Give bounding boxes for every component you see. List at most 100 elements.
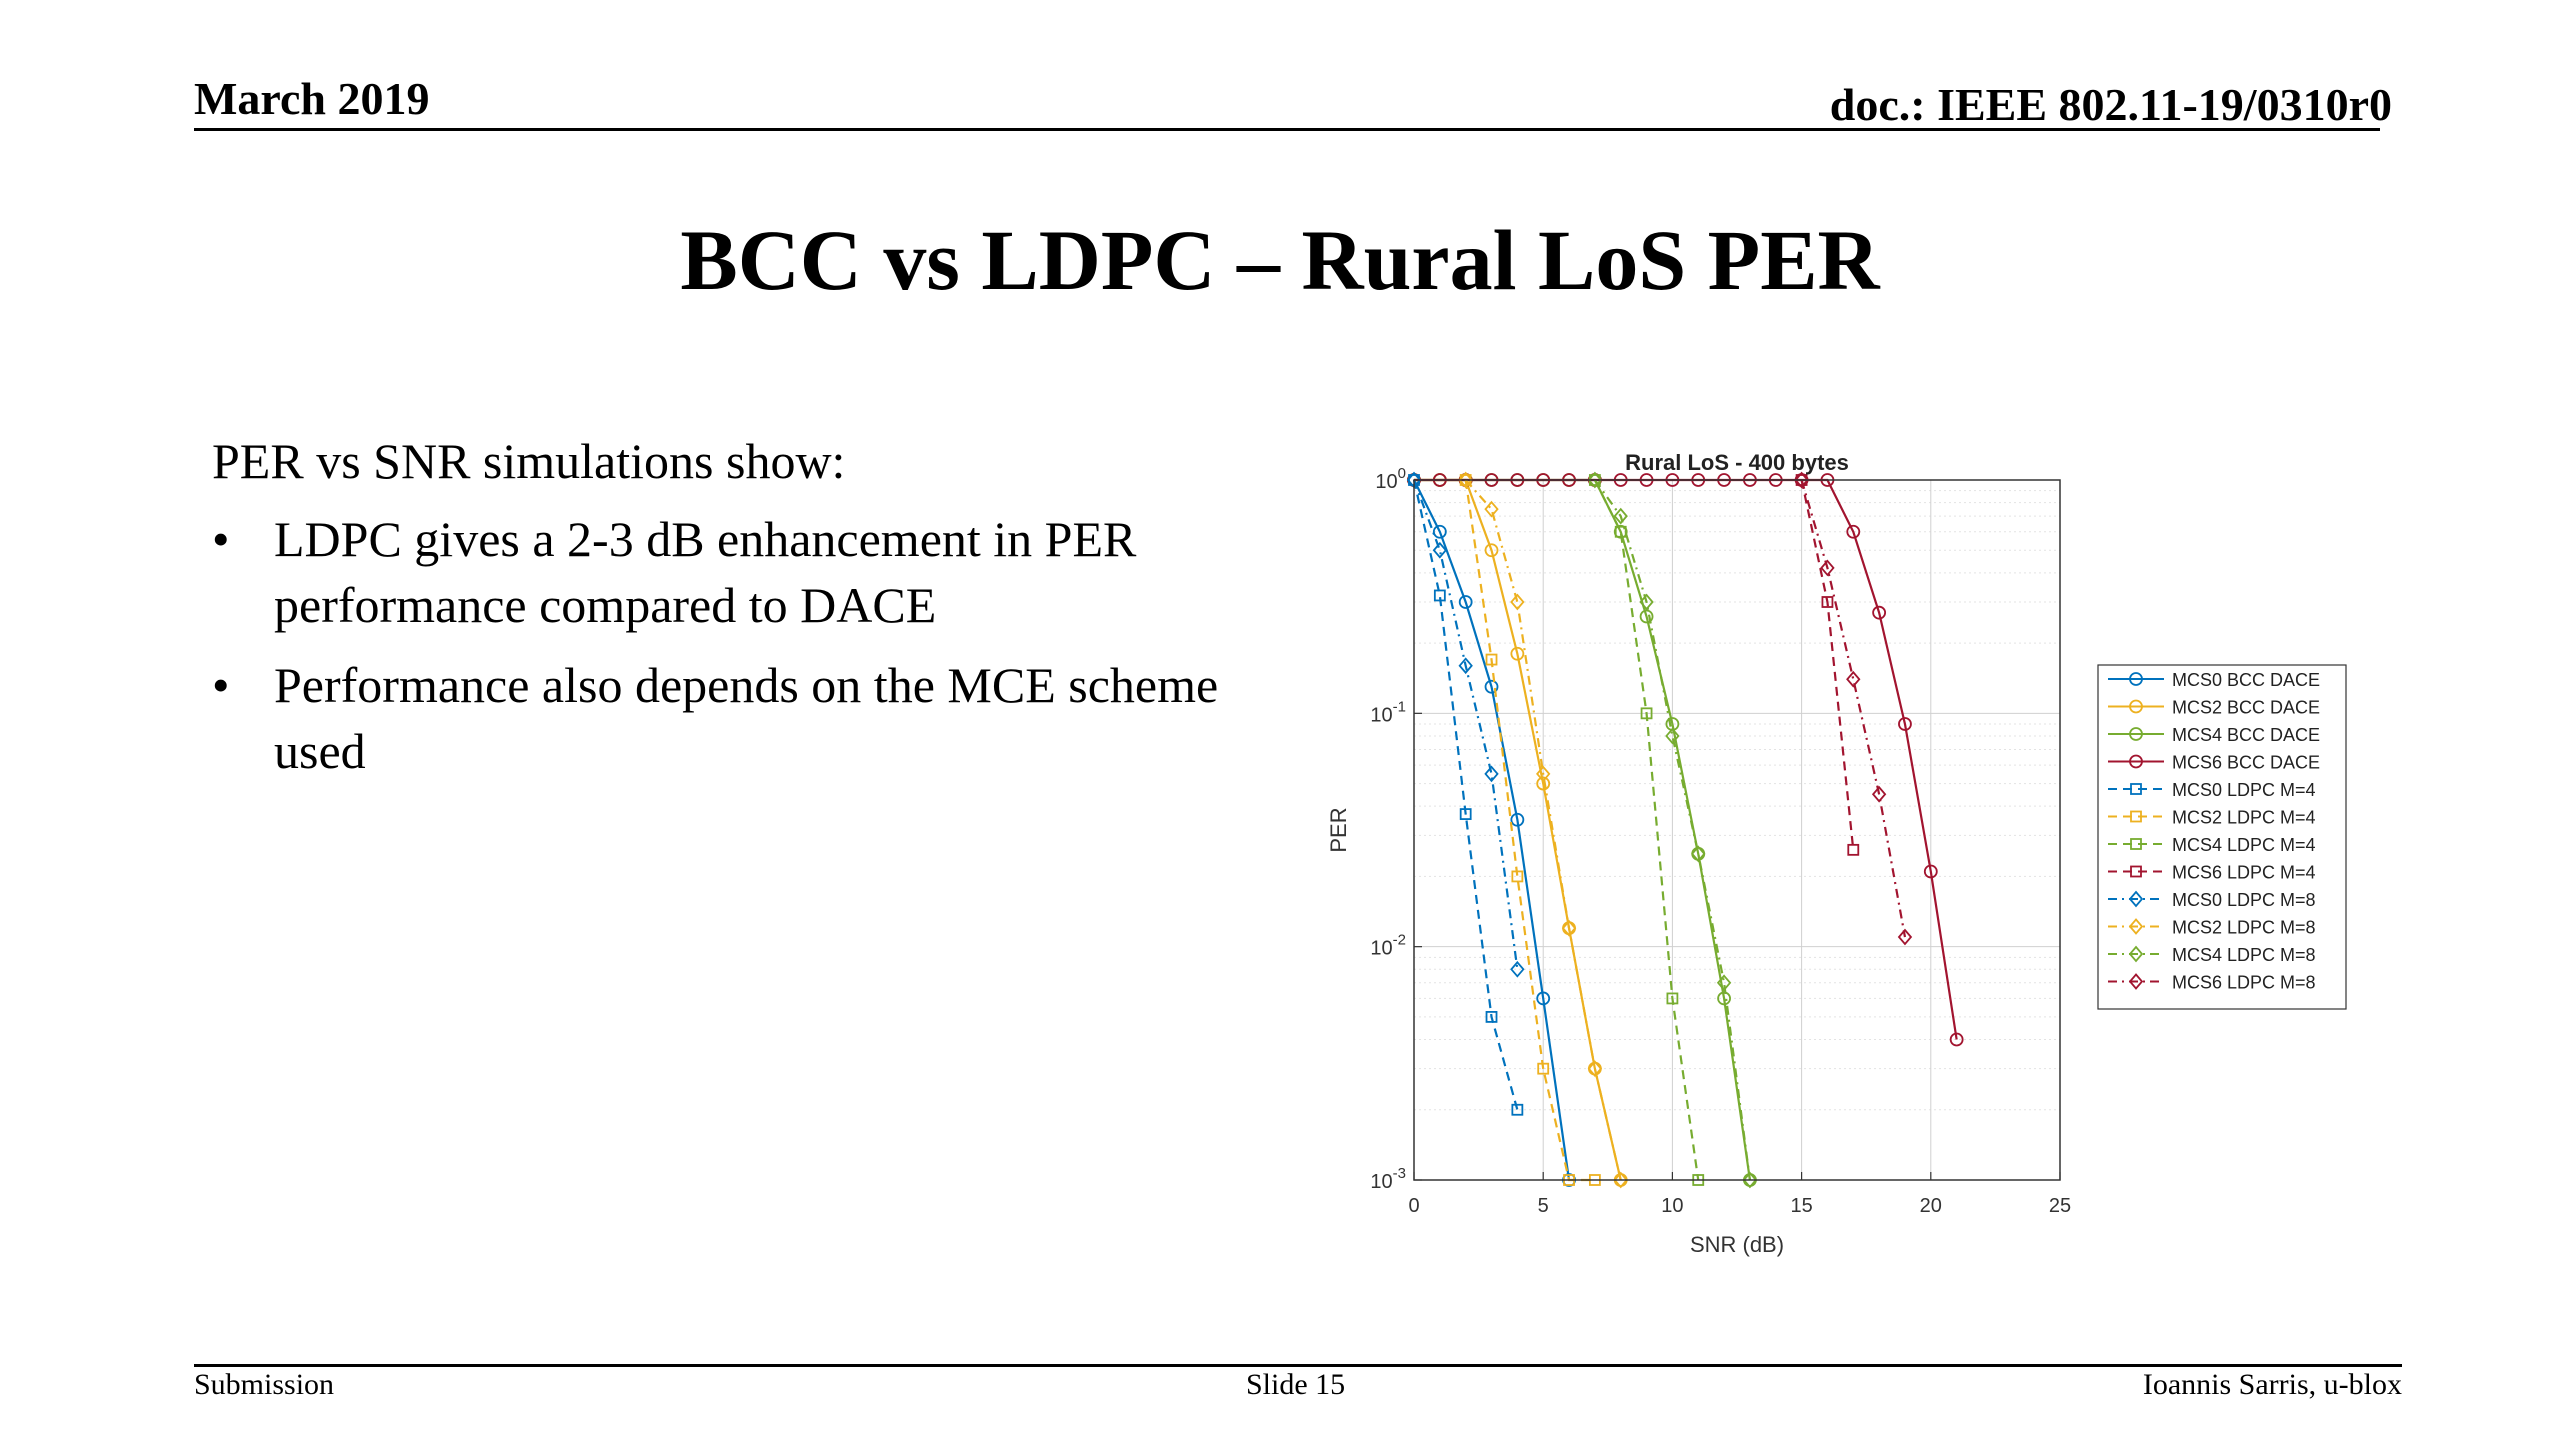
data-point — [2128, 973, 2144, 990]
series-line — [1593, 479, 1700, 1181]
series-mcs2-ldpc-m-8 — [1458, 471, 1628, 1189]
x-tick-label: 0 — [1408, 1195, 1419, 1217]
data-point — [2129, 672, 2143, 686]
chart-title: Rural LoS - 400 bytes — [1625, 450, 1849, 475]
series-line — [1413, 479, 1571, 1181]
body-intro: PER vs SNR simulations show: — [212, 433, 846, 489]
legend-item: MCS2 BCC DACE — [2108, 698, 2320, 718]
y-axis-label: PER — [1326, 807, 1351, 852]
legend-label: MCS6 LDPC M=4 — [2172, 863, 2316, 883]
data-point — [1484, 765, 1499, 783]
data-point — [1666, 992, 1679, 1005]
bullet-item: • LDPC gives a 2-3 dB enhancement in PER … — [212, 506, 1262, 638]
legend-label: MCS4 LDPC M=4 — [2172, 835, 2316, 855]
legend-label: MCS2 LDPC M=8 — [2172, 918, 2316, 938]
data-point — [1742, 1171, 1758, 1189]
data-point — [1846, 670, 1861, 688]
legend-label: MCS2 LDPC M=4 — [2172, 808, 2316, 828]
legend-item: MCS0 LDPC M=4 — [2108, 780, 2316, 800]
legend-label: MCS4 LDPC M=8 — [2172, 945, 2316, 965]
bullet-icon: • — [212, 657, 230, 713]
data-point — [1587, 471, 1603, 489]
data-point — [1537, 1062, 1550, 1075]
y-tick-label: 100 — [1375, 465, 1406, 493]
data-point — [1536, 991, 1551, 1006]
axes-box — [1413, 479, 2061, 1181]
legend-label: MCS0 BCC DACE — [2172, 670, 2320, 690]
legend-label: MCS0 LDPC M=4 — [2172, 780, 2316, 800]
x-tick-label: 25 — [2049, 1195, 2071, 1217]
data-point — [2130, 865, 2142, 878]
data-point — [2130, 810, 2142, 823]
x-tick-label: 20 — [1920, 1195, 1942, 1217]
data-point — [1433, 589, 1446, 602]
data-point — [2130, 838, 2142, 850]
data-point — [1510, 812, 1525, 827]
bullet-text: Performance also depends on the MCE sche… — [274, 657, 1219, 779]
data-point — [1485, 1011, 1498, 1023]
legend-label: MCS6 LDPC M=8 — [2172, 973, 2316, 993]
data-point — [1536, 765, 1551, 783]
data-point — [1923, 864, 1938, 879]
legend-label: MCS2 BCC DACE — [2172, 698, 2320, 718]
data-point — [1613, 1171, 1628, 1189]
data-point — [2130, 783, 2142, 795]
y-tick-label: 10-2 — [1370, 932, 1406, 960]
legend-label: MCS4 BCC DACE — [2172, 725, 2320, 745]
data-point — [1561, 919, 1577, 937]
data-point — [1432, 541, 1448, 559]
data-point — [1458, 471, 1473, 489]
x-axis-label: SNR (dB) — [1690, 1232, 1784, 1257]
data-point — [1639, 593, 1654, 611]
legend-item: MCS6 LDPC M=4 — [2108, 863, 2316, 883]
data-point — [1717, 991, 1731, 1006]
y-tick-label: 10-3 — [1370, 1165, 1406, 1193]
series-line — [1412, 479, 1519, 1111]
data-point — [2129, 699, 2143, 714]
data-point — [1511, 870, 1524, 883]
data-point — [1484, 500, 1499, 518]
legend-label: MCS6 BCC DACE — [2172, 753, 2320, 773]
footer-divider — [194, 1364, 2402, 1367]
header-doc-id: doc.: IEEE 802.11-19/0310r0 — [1829, 79, 2392, 130]
plot-area — [1414, 480, 2060, 1180]
data-point — [1613, 507, 1628, 525]
series-mcs0-bcc-dace — [1407, 473, 1576, 1187]
data-point — [1897, 928, 1913, 946]
footer-author: Ioannis Sarris, u-blox — [2142, 1368, 2402, 1401]
data-point — [1458, 595, 1473, 609]
legend-item: MCS6 BCC DACE — [2108, 753, 2320, 773]
series-mcs0-ldpc-m-8 — [1406, 471, 1525, 978]
data-point — [2128, 945, 2144, 963]
header-date: March 2019 — [194, 73, 430, 124]
data-point — [1510, 960, 1525, 978]
data-point — [1691, 845, 1706, 863]
per-snr-chart: 0 5 10 15 20 25 100 10-1 10-2 10-3 Rural LoS - 400… — [1326, 450, 2347, 1257]
legend-item: MCS0 BCC DACE — [2108, 670, 2320, 690]
slide-title: BCC vs LDPC – Rural LoS PER — [680, 212, 1880, 308]
series-line — [1593, 479, 1752, 1181]
data-point — [1821, 596, 1834, 608]
series-line — [1464, 479, 1622, 1181]
y-tick-label: 10-1 — [1370, 698, 1406, 726]
data-point — [2128, 890, 2144, 908]
x-tick-label: 10 — [1661, 1195, 1683, 1217]
legend-item: MCS4 LDPC M=4 — [2108, 835, 2316, 855]
bullet-list: • LDPC gives a 2-3 dB enhancement in PER … — [212, 506, 1262, 784]
footer-submission: Submission — [194, 1368, 335, 1401]
data-point — [1847, 843, 1860, 856]
data-point — [1949, 1032, 1964, 1047]
x-tick-label: 5 — [1538, 1195, 1549, 1217]
data-point — [2128, 918, 2144, 935]
data-point — [1485, 653, 1498, 666]
data-point — [1665, 727, 1680, 745]
bullet-icon: • — [212, 511, 230, 567]
data-point — [1871, 785, 1887, 803]
series-mcs4-ldpc-m-8 — [1587, 471, 1758, 1189]
legend-item: MCS2 LDPC M=4 — [2108, 808, 2316, 828]
header-divider — [194, 128, 2380, 131]
legend-item: MCS4 LDPC M=8 — [2108, 945, 2316, 965]
slide-body: PER vs SNR simulations show: • LDPC gives… — [212, 428, 1262, 798]
data-point — [1846, 524, 1861, 539]
series-mcs6-ldpc-m-8 — [1794, 471, 1913, 946]
